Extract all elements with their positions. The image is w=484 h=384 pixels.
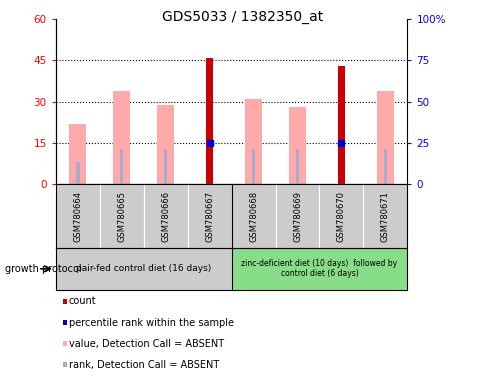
Bar (337, 66, 344, 184)
Bar (164, 149, 167, 184)
Text: GSM780665: GSM780665 (117, 190, 126, 242)
Text: GDS5033 / 1382350_at: GDS5033 / 1382350_at (162, 10, 322, 23)
Text: zinc-deficient diet (10 days)  followed by
control diet (6 days): zinc-deficient diet (10 days) followed b… (241, 259, 397, 278)
Text: count: count (69, 296, 96, 306)
Bar (76, 162, 79, 184)
Text: GSM780669: GSM780669 (292, 190, 302, 242)
Bar (113, 91, 130, 184)
Text: growth protocol: growth protocol (5, 264, 81, 274)
Bar (383, 149, 386, 184)
Bar (245, 99, 261, 184)
Text: GSM780667: GSM780667 (205, 190, 213, 242)
Text: GSM780666: GSM780666 (161, 190, 170, 242)
Text: rank, Detection Call = ABSENT: rank, Detection Call = ABSENT (69, 360, 219, 370)
Text: GSM780671: GSM780671 (380, 190, 389, 242)
Bar (157, 104, 174, 184)
Bar (376, 91, 393, 184)
Text: pair-fed control diet (16 days): pair-fed control diet (16 days) (76, 264, 211, 273)
Text: GSM780670: GSM780670 (336, 190, 345, 242)
Text: percentile rank within the sample: percentile rank within the sample (69, 318, 233, 328)
Bar (120, 149, 123, 184)
Bar (295, 149, 299, 184)
Bar (251, 149, 255, 184)
Text: GSM780668: GSM780668 (249, 190, 257, 242)
Text: GSM780664: GSM780664 (73, 190, 82, 242)
Text: value, Detection Call = ABSENT: value, Detection Call = ABSENT (69, 339, 224, 349)
Bar (288, 107, 305, 184)
Bar (206, 58, 212, 184)
Bar (69, 124, 86, 184)
